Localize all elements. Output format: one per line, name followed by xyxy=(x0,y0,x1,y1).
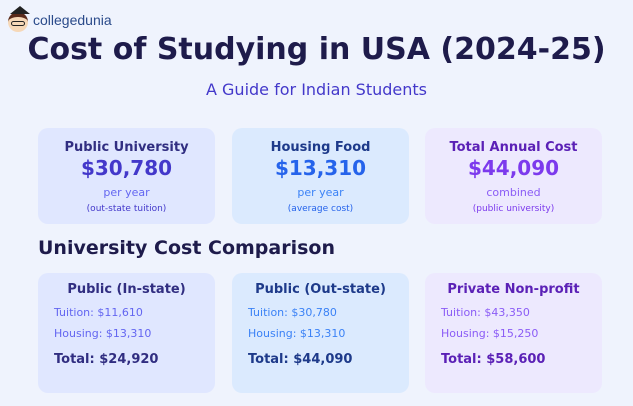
card-label: per year xyxy=(103,186,150,199)
tuition-line: Tuition: $11,610 xyxy=(54,306,143,319)
total-line: Total: $24,920 xyxy=(54,352,159,367)
summary-card-public-university: Public University $30,780 per year (out-… xyxy=(38,128,215,224)
card-title: Public (In-state) xyxy=(67,282,186,297)
card-note: (average cost) xyxy=(287,204,354,214)
card-title: Housing Food xyxy=(270,140,371,155)
page-subtitle: A Guide for Indian Students xyxy=(206,80,427,99)
card-label: combined xyxy=(486,186,541,199)
comparison-card-private-non-profit: Private Non-profit Tuition: $43,350 Hous… xyxy=(425,273,602,393)
total-line: Total: $44,090 xyxy=(248,352,353,367)
total-line: Total: $58,600 xyxy=(441,352,546,367)
housing-line: Housing: $13,310 xyxy=(54,327,152,340)
card-note: (public university) xyxy=(472,204,555,214)
summary-card-housing-food: Housing Food $13,310 per year (average c… xyxy=(232,128,409,224)
card-value: $44,090 xyxy=(467,156,560,180)
mascot-icon xyxy=(6,6,30,34)
logo-text: collegedunia xyxy=(33,12,112,28)
housing-line: Housing: $13,310 xyxy=(248,327,346,340)
summary-card-total-annual-cost: Total Annual Cost $44,090 combined (publ… xyxy=(425,128,602,224)
card-title: Public University xyxy=(64,140,189,155)
card-value: $30,780 xyxy=(80,156,173,180)
comparison-card-public-in-state: Public (In-state) Tuition: $11,610 Housi… xyxy=(38,273,215,393)
comparison-heading: University Cost Comparison xyxy=(38,237,336,259)
comparison-card-public-out-state: Public (Out-state) Tuition: $30,780 Hous… xyxy=(232,273,409,393)
page-title: Cost of Studying in USA (2024-25) xyxy=(27,32,606,67)
card-title: Public (Out-state) xyxy=(255,282,386,297)
tuition-line: Tuition: $43,350 xyxy=(441,306,530,319)
card-title: Total Annual Cost xyxy=(449,140,578,155)
card-title: Private Non-profit xyxy=(447,282,580,297)
card-label: per year xyxy=(297,186,344,199)
collegedunia-logo[interactable]: collegedunia xyxy=(6,6,112,34)
card-value: $13,310 xyxy=(274,156,367,180)
tuition-line: Tuition: $30,780 xyxy=(248,306,337,319)
housing-line: Housing: $15,250 xyxy=(441,327,539,340)
card-note: (out-state tuition) xyxy=(86,204,167,214)
